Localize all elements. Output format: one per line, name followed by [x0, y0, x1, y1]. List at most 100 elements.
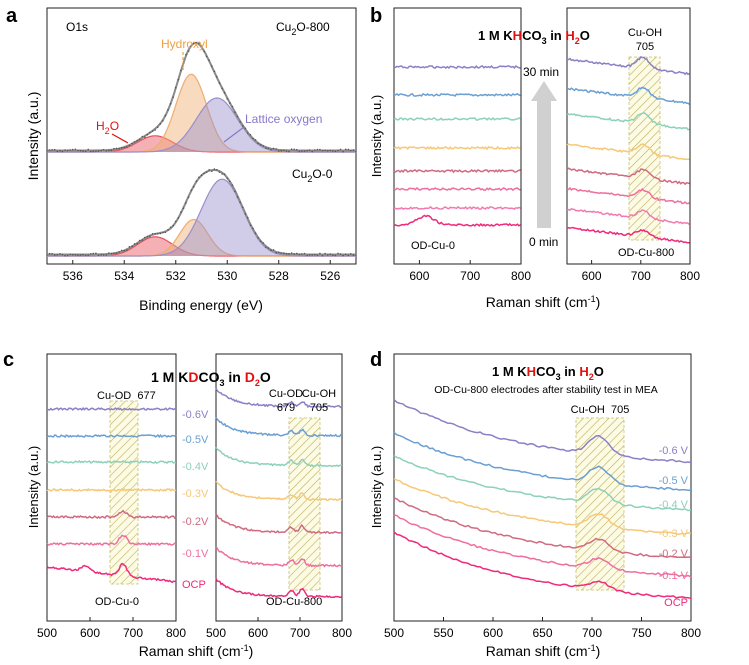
xps-data-point	[236, 196, 239, 198]
xps-data-point	[146, 235, 149, 238]
xps-data-point	[105, 254, 107, 256]
raman-c-right-trace	[215, 416, 343, 438]
xps-data-point	[203, 172, 205, 175]
panel-d-potential-label: -0.1 V	[659, 570, 689, 582]
xps-component-fill	[47, 219, 356, 256]
raman-b-left-trace	[393, 186, 521, 192]
raman-c-right-trace	[215, 446, 343, 468]
xps-data-point	[247, 132, 249, 134]
raman-b-right-trace	[566, 111, 690, 131]
panel-d-tick-label: 800	[681, 626, 701, 640]
xps-data-point	[172, 96, 174, 99]
xps-data-point	[46, 150, 48, 152]
xps-data-point	[159, 123, 162, 125]
xps-data-point	[82, 150, 84, 152]
xps-data-point	[53, 254, 56, 256]
xps-data-point	[347, 148, 350, 151]
xps-data-point	[48, 149, 51, 151]
raman-d-trace	[393, 398, 692, 464]
panel-a-letter: a	[6, 5, 18, 27]
xps-data-point	[115, 147, 118, 150]
xps-data-point	[311, 254, 314, 256]
panel-b-letter: b	[370, 5, 382, 27]
xps-data-point	[61, 150, 64, 153]
xps-data-point	[48, 252, 51, 255]
xps-data-point	[56, 150, 59, 153]
raman-d-trace	[393, 454, 692, 512]
panel-a-bottom-sample: Cu2O-0	[292, 167, 333, 184]
xps-data-point	[131, 245, 133, 247]
raman-b-left-trace	[393, 145, 521, 151]
xps-data-point	[211, 170, 213, 172]
raman-c-left-trace	[46, 459, 177, 465]
xps-data-point	[77, 149, 79, 152]
xps-data-point	[69, 253, 71, 256]
panel-d-title: 1 M KHCO3 in H2O	[492, 364, 604, 382]
xps-data-point	[133, 243, 136, 245]
panel-c-potential-label: -0.3V	[182, 488, 209, 500]
xps-data-point	[239, 201, 241, 204]
xps-data-point	[229, 102, 231, 104]
xps-data-point	[342, 150, 344, 153]
panel-d-letter: d	[370, 349, 382, 371]
xps-data-point	[265, 147, 267, 149]
xps-data-point	[205, 171, 208, 173]
xps-data-point	[180, 211, 182, 213]
raman-d-trace	[393, 431, 692, 492]
panel-d-xticks: 500 550 600 650 700 750 800	[384, 617, 701, 640]
panel-b-time-top: 30 min	[523, 65, 559, 79]
xps-data-point	[51, 252, 53, 255]
xps-data-point	[97, 254, 100, 257]
xps-data-point	[288, 252, 290, 255]
xps-data-point	[314, 149, 316, 151]
xps-data-point	[280, 252, 283, 254]
xps-data-point	[216, 169, 218, 171]
raman-b-left-trace	[393, 214, 521, 227]
xps-data-point	[66, 254, 69, 257]
xps-data-point	[84, 150, 87, 153]
panel-a-plot	[46, 41, 357, 257]
xps-data-point	[334, 150, 337, 153]
xps-data-point	[200, 45, 203, 47]
raman-b-right-trace	[566, 55, 690, 76]
xps-data-point	[193, 185, 195, 188]
xps-data-point	[277, 150, 280, 152]
xps-data-point	[288, 150, 290, 153]
xps-data-point	[321, 149, 324, 152]
xps-data-point	[208, 169, 210, 171]
xps-data-point	[321, 254, 324, 257]
xps-data-point	[316, 254, 319, 257]
xps-data-point	[252, 137, 254, 140]
panel-b-right-tick-label: 600	[582, 269, 602, 283]
xps-data-point	[254, 139, 257, 141]
xps-data-point	[249, 224, 252, 227]
panel-a-xlabel: Binding energy (eV)	[139, 297, 263, 313]
xps-data-point	[231, 105, 234, 108]
raman-b-right-trace	[566, 226, 690, 244]
xps-data-point	[128, 246, 131, 248]
xps-data-point	[59, 253, 61, 255]
xps-data-point	[79, 254, 82, 256]
xps-data-point	[337, 252, 339, 255]
panel-c-right-tick-label: 500	[206, 626, 226, 640]
xps-data-point	[92, 150, 95, 152]
xps-data-point	[316, 148, 319, 151]
panel-b-peak-value: 705	[636, 41, 654, 53]
panel-c-potential-label: -0.6V	[182, 409, 209, 421]
panel-a-frame	[46, 7, 357, 265]
xps-data-point	[156, 233, 159, 235]
xps-data-point	[298, 253, 301, 256]
panel-c-potential-label: -0.2V	[182, 516, 209, 528]
xps-data-point	[234, 111, 236, 113]
xps-data-point	[87, 148, 89, 151]
xps-data-point	[162, 231, 164, 234]
xps-data-point	[267, 147, 270, 150]
panel-c-od-value2: 679	[277, 402, 295, 414]
xps-data-point	[283, 252, 285, 254]
xps-data-point	[79, 149, 82, 152]
panel-d-potential-label: -0.2 V	[659, 548, 689, 560]
xps-data-point	[102, 149, 105, 151]
xps-component-line	[47, 97, 356, 153]
panel-c-xlabel: Raman shift (cm-1)	[139, 643, 254, 659]
xps-data-point	[267, 247, 270, 249]
